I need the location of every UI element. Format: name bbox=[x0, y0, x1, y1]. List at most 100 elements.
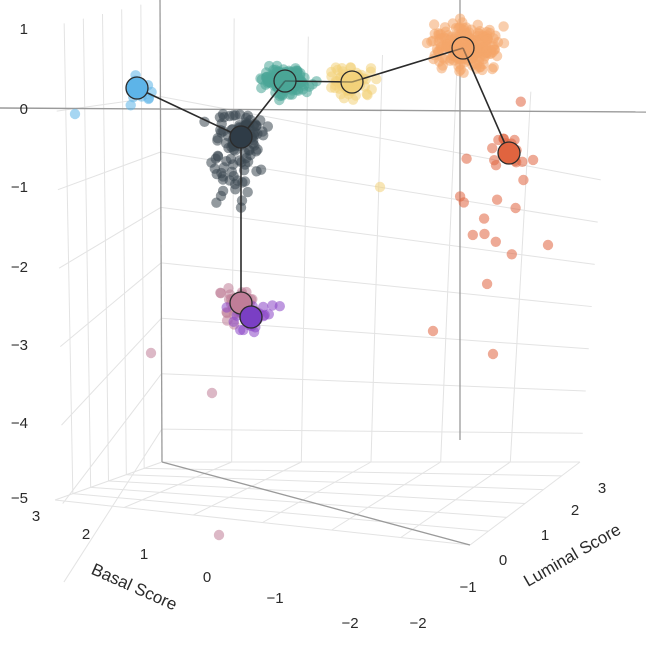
z-tick-label: −1 bbox=[11, 179, 28, 196]
data-point bbox=[271, 60, 283, 72]
z-tick-label: −3 bbox=[11, 337, 28, 354]
basal-tick-label: 0 bbox=[203, 569, 211, 586]
data-point bbox=[427, 325, 439, 337]
basal-tick-label: 2 bbox=[82, 526, 90, 543]
basal-tick-label: 1 bbox=[140, 546, 148, 563]
data-point bbox=[527, 154, 539, 166]
basal-axis-title: Basal Score bbox=[88, 560, 179, 615]
data-point bbox=[365, 63, 377, 74]
grid-line bbox=[231, 18, 235, 463]
z-tick-label: −5 bbox=[11, 490, 28, 507]
luminal-tick-label: 1 bbox=[541, 527, 549, 544]
data-point bbox=[479, 228, 490, 240]
centroid-node bbox=[273, 69, 297, 93]
floor-grid-line bbox=[400, 461, 511, 538]
data-point bbox=[262, 71, 273, 83]
data-point bbox=[498, 21, 509, 32]
trajectory bbox=[125, 36, 521, 329]
data-point bbox=[487, 348, 499, 360]
data-point bbox=[242, 186, 253, 198]
data-point bbox=[467, 229, 478, 241]
grid-line bbox=[62, 373, 162, 504]
data-point bbox=[228, 316, 239, 327]
basal-tick-label: −2 bbox=[341, 615, 358, 632]
data-point bbox=[212, 135, 223, 146]
data-point bbox=[230, 184, 241, 195]
centroid-node bbox=[229, 125, 253, 149]
data-point bbox=[506, 249, 517, 260]
basal-axis-ticks: 3 2 1 0 −1 −2 bbox=[32, 508, 359, 632]
data-point bbox=[439, 22, 451, 33]
data-point bbox=[361, 88, 372, 100]
data-point bbox=[510, 202, 521, 214]
data-point bbox=[69, 108, 81, 120]
data-point bbox=[215, 190, 227, 202]
data-point bbox=[454, 66, 465, 77]
luminal-axis-ticks: 3 2 1 0 −1 −2 bbox=[409, 480, 606, 632]
grid-line bbox=[58, 206, 162, 269]
centroid-node bbox=[451, 36, 475, 60]
data-point bbox=[487, 143, 498, 154]
data-point bbox=[444, 55, 456, 66]
luminal-tick-label: −1 bbox=[459, 579, 476, 596]
data-point bbox=[453, 23, 464, 34]
data-point bbox=[429, 28, 440, 39]
grid-line bbox=[61, 317, 162, 426]
data-point bbox=[518, 174, 529, 186]
data-point bbox=[488, 33, 499, 44]
data-point bbox=[235, 324, 246, 336]
data-point bbox=[145, 347, 157, 359]
data-point bbox=[478, 213, 490, 224]
grid-line bbox=[121, 9, 127, 475]
grid-line bbox=[102, 13, 109, 482]
centroid-node bbox=[125, 76, 149, 100]
data-point bbox=[429, 19, 440, 30]
trajectory-segment bbox=[240, 80, 286, 138]
data-point bbox=[481, 278, 493, 290]
grid-line bbox=[57, 151, 161, 191]
data-point bbox=[125, 100, 136, 111]
data-point bbox=[454, 191, 466, 202]
luminal-tick-label: 3 bbox=[598, 480, 606, 497]
data-point bbox=[206, 387, 218, 399]
data-point bbox=[212, 150, 223, 161]
data-point bbox=[221, 302, 232, 313]
data-point bbox=[347, 94, 359, 105]
z-tick-label: −4 bbox=[11, 415, 28, 432]
luminal-axis-title: Luminal Score bbox=[520, 520, 624, 591]
data-point bbox=[263, 309, 274, 320]
data-point bbox=[228, 170, 239, 182]
data-point bbox=[473, 38, 484, 49]
data-point bbox=[228, 110, 239, 121]
grid-line bbox=[82, 18, 92, 488]
data-point bbox=[330, 62, 341, 73]
data-point bbox=[374, 181, 386, 193]
data-point bbox=[262, 121, 273, 132]
data-point bbox=[471, 51, 482, 63]
grid-line bbox=[300, 36, 309, 463]
data-point bbox=[515, 96, 526, 107]
data-point bbox=[274, 301, 285, 312]
back-edge-line bbox=[159, 0, 163, 463]
centroid-node bbox=[239, 305, 263, 329]
basal-tick-label: 3 bbox=[32, 508, 40, 525]
data-point bbox=[239, 176, 251, 187]
z-axis-ticks: 1 0 −1 −2 −3 −4 −5 bbox=[11, 21, 28, 507]
grid-lines bbox=[54, 4, 601, 583]
luminal-tick-label: 0 bbox=[499, 552, 507, 569]
trajectory-segment bbox=[351, 47, 464, 83]
z-tick-label: 0 bbox=[20, 101, 28, 118]
data-point bbox=[258, 301, 269, 313]
floor-grid-line bbox=[90, 486, 507, 518]
data-point bbox=[209, 163, 220, 174]
basal-tick-label: −1 bbox=[266, 590, 283, 607]
data-point bbox=[345, 62, 356, 73]
centroid-node bbox=[497, 141, 521, 165]
data-point bbox=[489, 155, 500, 166]
luminal-tick-label: −2 bbox=[409, 615, 426, 632]
grid-line bbox=[59, 262, 162, 348]
trajectory-segment bbox=[462, 47, 510, 154]
floor-grid-line bbox=[469, 461, 581, 546]
data-point bbox=[234, 155, 245, 166]
